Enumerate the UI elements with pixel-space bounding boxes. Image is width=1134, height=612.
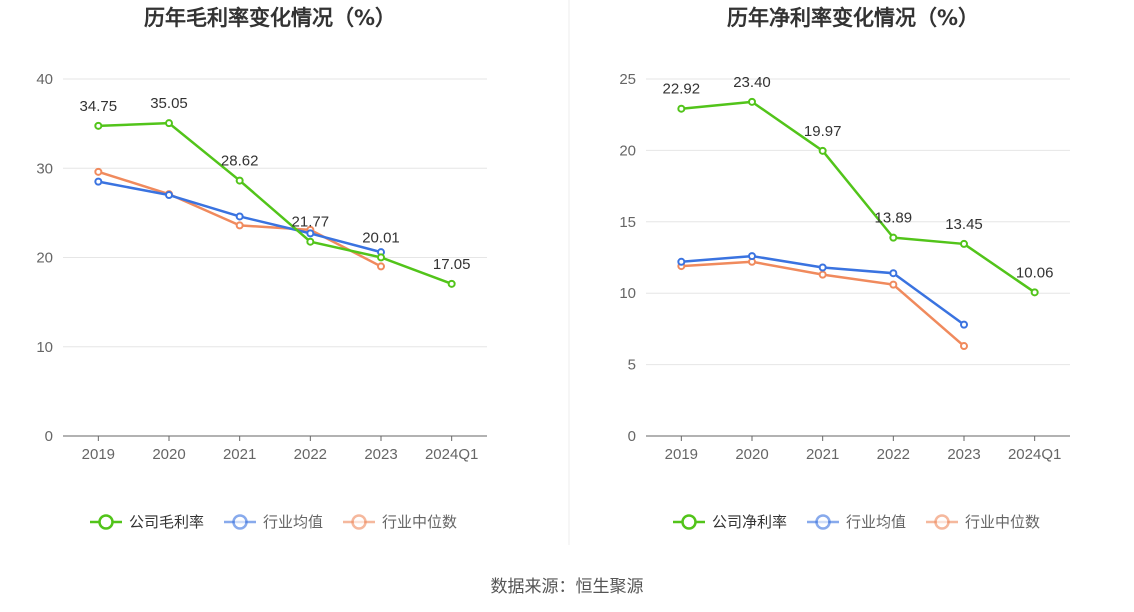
legend-marker-icon: [815, 514, 831, 530]
data-point: [377, 253, 385, 262]
legend-item[interactable]: 公司净利率: [673, 514, 787, 531]
data-label: 35.05: [150, 95, 188, 112]
y-tick-label: 40: [36, 71, 53, 88]
data-label: 28.62: [221, 153, 259, 170]
data-point: [677, 104, 686, 113]
y-tick-label: 5: [628, 357, 636, 374]
net-margin-chart: 历年净利率变化情况（%） 0 5 10 15 20 25 2019 2020 2021 2022 20…: [619, 6, 1070, 531]
data-point: [960, 320, 968, 329]
x-tick-label: 2020: [735, 446, 768, 463]
legend-item[interactable]: 行业中位数: [343, 514, 457, 531]
y-tick-label: 30: [36, 160, 53, 177]
data-point: [377, 262, 385, 271]
legend-marker-icon: [351, 514, 367, 530]
x-tick-label: 2021: [223, 446, 256, 463]
legend-item[interactable]: 行业中位数: [926, 514, 1040, 531]
x-tick-label: 2019: [665, 446, 698, 463]
data-point: [447, 279, 456, 288]
data-label: 10.06: [1016, 264, 1054, 281]
x-tick-label: 2020: [152, 446, 185, 463]
data-point: [818, 270, 827, 279]
data-source-note: 数据来源：恒生聚源: [491, 577, 644, 596]
data-label: 23.40: [733, 74, 771, 91]
series-line: [98, 121, 453, 285]
data-point: [889, 269, 898, 278]
data-point: [960, 239, 968, 248]
data-label: 13.89: [875, 210, 913, 227]
y-tick-label: 10: [36, 339, 53, 356]
legend-marker-icon: [98, 514, 114, 530]
data-point: [677, 257, 686, 266]
data-point: [235, 212, 244, 221]
legend-label: 公司毛利率: [129, 514, 204, 531]
y-tick-label: 10: [619, 285, 636, 302]
legend-label: 行业均值: [846, 514, 906, 531]
data-point: [306, 229, 315, 238]
legend-label: 行业中位数: [965, 514, 1040, 531]
data-label: 17.05: [433, 256, 471, 273]
data-point: [94, 177, 103, 186]
legend-item[interactable]: 行业均值: [224, 514, 323, 531]
x-tick-label: 2023: [364, 446, 397, 463]
chart-title: 历年净利率变化情况（%）: [727, 6, 979, 30]
legend-item[interactable]: 行业均值: [807, 514, 906, 531]
data-point: [94, 121, 103, 130]
legend-item[interactable]: 公司毛利率: [90, 514, 204, 531]
data-point: [94, 167, 103, 176]
y-tick-label: 20: [36, 250, 53, 267]
x-tick-label: 2024Q1: [1008, 446, 1061, 463]
legend-marker-icon: [232, 514, 248, 530]
data-label: 22.92: [663, 81, 701, 98]
data-point: [306, 237, 315, 246]
data-point: [818, 263, 827, 272]
x-tick-label: 2022: [877, 446, 910, 463]
data-label: 19.97: [804, 123, 842, 140]
data-point: [165, 191, 173, 200]
y-tick-label: 20: [619, 142, 636, 159]
data-point: [235, 176, 244, 185]
y-tick-label: 0: [45, 428, 53, 445]
data-point: [889, 280, 898, 289]
gross-margin-chart: 历年毛利率变化情况（%） 0 10 20 30 40 2019 2020 2021 2022 202…: [36, 6, 487, 531]
y-tick-label: 15: [619, 214, 636, 231]
x-tick-label: 2021: [806, 446, 839, 463]
x-tick-label: 2022: [294, 446, 327, 463]
data-point: [818, 146, 827, 155]
legend-label: 公司净利率: [712, 514, 787, 531]
x-tick-label: 2019: [82, 446, 115, 463]
chart-title: 历年毛利率变化情况（%）: [144, 6, 396, 30]
data-label: 21.77: [292, 214, 330, 231]
y-tick-label: 25: [619, 71, 636, 88]
data-point: [748, 252, 756, 261]
data-point: [235, 221, 244, 230]
data-point: [960, 342, 968, 351]
series-line: [681, 100, 1036, 294]
data-point: [748, 97, 756, 106]
legend-label: 行业均值: [263, 514, 323, 531]
x-tick-label: 2023: [947, 446, 980, 463]
x-tick-label: 2024Q1: [425, 446, 478, 463]
data-point: [1030, 288, 1039, 297]
data-label: 20.01: [362, 229, 400, 246]
y-tick-label: 0: [628, 428, 636, 445]
data-label: 34.75: [80, 98, 118, 115]
legend-marker-icon: [681, 514, 697, 530]
data-point: [165, 119, 173, 128]
data-point: [889, 233, 898, 242]
data-label: 13.45: [945, 216, 983, 233]
legend-marker-icon: [934, 514, 950, 530]
legend-label: 行业中位数: [382, 514, 457, 531]
